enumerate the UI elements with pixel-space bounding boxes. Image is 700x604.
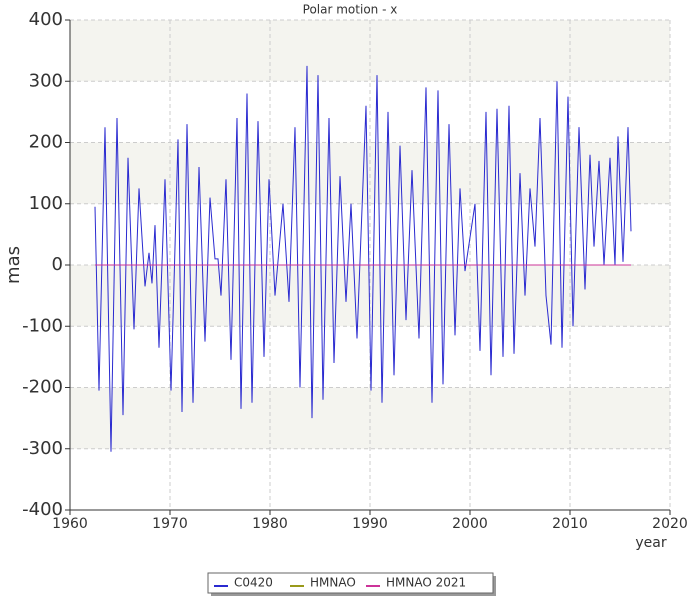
y-tick-label: 400 <box>29 9 63 30</box>
plot-area: -400 -300 -200 -100 0 100 200 300 400 1960 1970 198… <box>22 9 688 532</box>
x-tick-label: 1970 <box>152 516 188 532</box>
x-tick-label: 1960 <box>52 516 88 532</box>
band <box>70 387 670 449</box>
x-tick-label: 1980 <box>252 516 288 532</box>
y-tick-label: -200 <box>22 377 63 398</box>
legend: C0420 HMNAO HMNAO 2021 <box>207 572 496 596</box>
y-tick-label: 100 <box>29 193 63 214</box>
legend-label: HMNAO 2021 <box>386 576 466 590</box>
y-tick-label: -300 <box>22 438 63 459</box>
x-tick-label: 1990 <box>352 516 388 532</box>
series-line <box>94 65 632 452</box>
x-tick-label: 2000 <box>452 516 488 532</box>
legend-label: HMNAO <box>310 576 356 590</box>
legend-label: C0420 <box>234 576 273 590</box>
y-tick-label: 300 <box>29 70 63 91</box>
x-tick-label: 2020 <box>652 516 688 532</box>
chart-title: Polar motion - x <box>303 3 398 17</box>
y-axis-label: mas <box>3 246 24 284</box>
y-tick-label: -400 <box>22 499 63 520</box>
y-tick-label: 200 <box>29 132 63 153</box>
x-tick-label: 2010 <box>552 516 588 532</box>
x-axis-label: year <box>635 535 666 551</box>
y-tick-label: 0 <box>52 254 63 275</box>
y-tick-label: -100 <box>22 315 63 336</box>
legend-box <box>207 572 494 594</box>
